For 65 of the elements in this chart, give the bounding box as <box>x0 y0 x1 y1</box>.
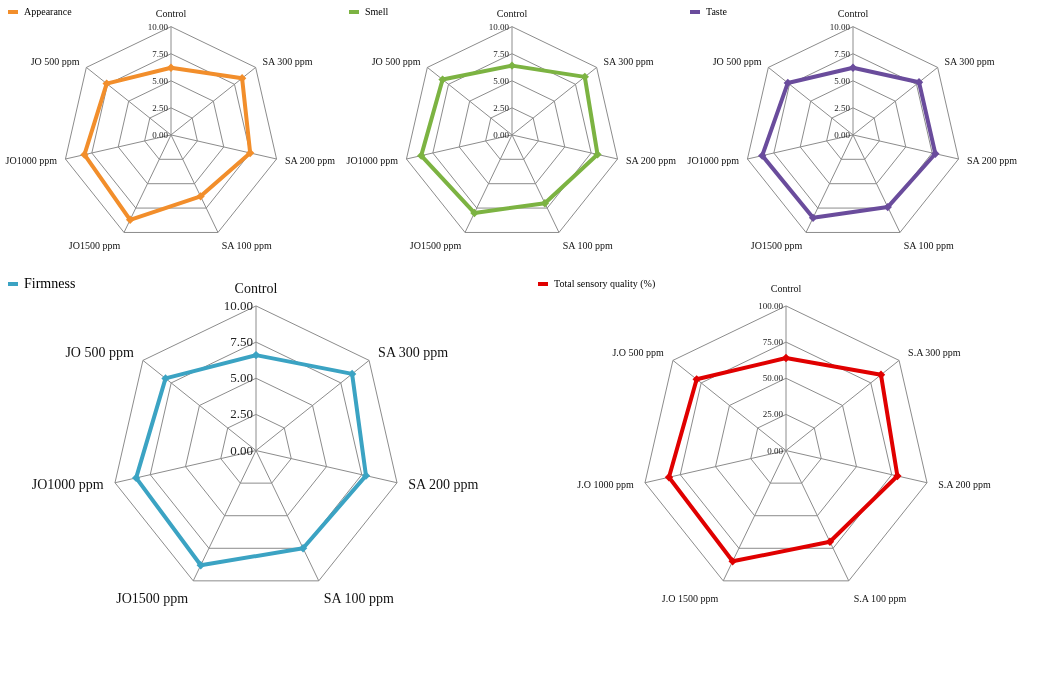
y-tick-label: 10.00 <box>223 297 253 313</box>
spoke-label: JO1500 ppm <box>409 239 462 251</box>
spoke-label: SA 200 ppm <box>966 154 1018 166</box>
y-tick-label: 0.00 <box>767 445 784 456</box>
spoke-label: JO1500 ppm <box>68 239 121 251</box>
spoke-label: SA 200 ppm <box>625 154 677 166</box>
y-tick-label: 100.00 <box>758 300 784 311</box>
y-tick-label: 0.00 <box>834 129 851 140</box>
y-tick-label: 5.00 <box>493 75 510 86</box>
y-tick-label: 2.50 <box>493 102 510 113</box>
spoke-label: J.O 500 ppm <box>612 347 665 359</box>
y-tick-label: 5.00 <box>152 75 169 86</box>
spoke-label: SA 100 ppm <box>221 239 272 251</box>
spoke-label: JO1000 ppm <box>687 154 740 166</box>
y-tick-label: 0.00 <box>152 129 169 140</box>
spoke-label: JO 500 ppm <box>371 56 421 68</box>
legend-label: Smell <box>365 6 389 17</box>
y-tick-label: 5.00 <box>834 75 851 86</box>
spoke-label: S.A 300 ppm <box>908 347 961 359</box>
spoke-label: SA 300 ppm <box>262 56 313 68</box>
y-tick-label: 0.00 <box>493 129 510 140</box>
spoke-label: SA 100 ppm <box>903 239 954 251</box>
spoke-label: JO 500 ppm <box>65 345 134 361</box>
y-tick-label: 5.00 <box>230 370 253 386</box>
y-tick-label: 50.00 <box>762 373 784 384</box>
spoke-label: SA 100 ppm <box>323 590 394 606</box>
y-tick-label: 10.00 <box>488 21 510 32</box>
spoke-label: Control <box>770 282 802 294</box>
y-tick-label: 10.00 <box>147 21 169 32</box>
spoke-label: Control <box>155 7 187 19</box>
spoke-label: SA 200 ppm <box>284 154 336 166</box>
spoke-label: JO1000 ppm <box>346 154 399 166</box>
spoke-label: J.O 1000 ppm <box>577 479 634 491</box>
spoke-label: SA 300 ppm <box>944 56 995 68</box>
y-tick-label: 7.50 <box>230 334 253 350</box>
spoke-label: JO1000 ppm <box>5 154 58 166</box>
y-tick-label: 7.50 <box>493 48 510 59</box>
y-tick-label: 75.00 <box>762 337 784 348</box>
spoke-label: JO 500 ppm <box>30 56 80 68</box>
spoke-label: Control <box>234 280 278 296</box>
y-tick-label: 7.50 <box>834 48 851 59</box>
spoke-label: S.A 200 ppm <box>938 479 992 491</box>
spoke-label: JO 500 ppm <box>712 56 762 68</box>
spoke-label: JO1500 ppm <box>750 239 803 251</box>
spoke-label: Control <box>837 7 869 19</box>
spoke-label: JO1500 ppm <box>116 590 189 606</box>
spoke-label: SA 100 ppm <box>562 239 613 251</box>
legend-label: Taste <box>706 6 728 17</box>
legend-label: Firmness <box>24 276 76 291</box>
legend-label: Appearance <box>24 6 73 17</box>
legend-label: Total sensory quality (%) <box>554 278 656 290</box>
y-tick-label: 10.00 <box>829 21 851 32</box>
y-tick-label: 25.00 <box>762 409 784 420</box>
y-tick-label: 2.50 <box>834 102 851 113</box>
spoke-label: SA 300 ppm <box>378 345 449 361</box>
spoke-label: Control <box>496 7 528 19</box>
y-tick-label: 2.50 <box>152 102 169 113</box>
y-tick-label: 2.50 <box>230 406 253 422</box>
y-tick-label: 0.00 <box>230 442 253 458</box>
spoke-label: JO1000 ppm <box>31 477 104 493</box>
spoke-label: J.O 1500 ppm <box>661 592 719 604</box>
spoke-label: SA 300 ppm <box>603 56 654 68</box>
y-tick-label: 7.50 <box>152 48 169 59</box>
spoke-label: S.A 100 ppm <box>853 592 907 604</box>
spoke-label: SA 200 ppm <box>408 477 479 493</box>
